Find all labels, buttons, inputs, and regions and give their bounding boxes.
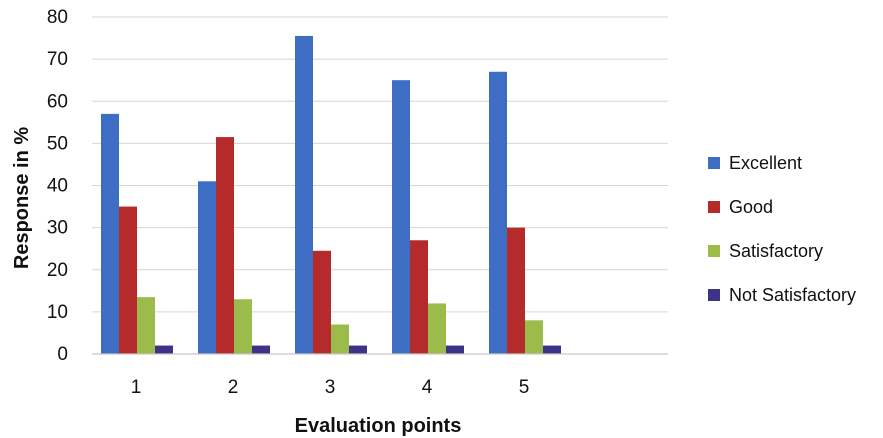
- legend-swatch-excellent: [708, 157, 720, 169]
- bar-satisfactory-2: [234, 299, 252, 354]
- bar-good-5: [507, 227, 525, 354]
- bar-excellent-5: [489, 71, 507, 354]
- legend-label: Satisfactory: [729, 241, 823, 261]
- gridlines: [92, 16, 668, 313]
- bar-satisfactory-4: [428, 303, 446, 354]
- bar-excellent-1: [101, 113, 119, 354]
- legend-label: Not Satisfactory: [729, 285, 856, 305]
- legend-swatch-not-satisfactory: [708, 289, 720, 301]
- y-tick-label: 70: [47, 49, 68, 70]
- x-tick-label: 3: [325, 377, 336, 398]
- x-tick-label: 4: [422, 377, 433, 398]
- legend: Excellent Good Satisfactory Not Satisfactor…: [708, 153, 856, 305]
- bar-satisfactory-5: [525, 320, 543, 354]
- x-axis-title: Evaluation points: [295, 415, 462, 437]
- bar-satisfactory-3: [331, 324, 349, 354]
- bar-excellent-3: [295, 35, 313, 355]
- y-tick-label: 20: [47, 260, 68, 281]
- bar-good-3: [313, 250, 331, 354]
- bars: [101, 35, 561, 355]
- y-tick-label: 50: [47, 133, 68, 154]
- y-tick-label: 40: [47, 176, 68, 197]
- legend-swatch-satisfactory: [708, 245, 720, 257]
- bar-excellent-2: [198, 181, 216, 354]
- bar-not-satisfactory-2: [252, 345, 270, 354]
- y-axis-title: Response in %: [11, 127, 33, 269]
- bar-excellent-4: [392, 80, 410, 354]
- bar-not-satisfactory-1: [155, 345, 173, 354]
- bar-not-satisfactory-4: [446, 345, 464, 354]
- y-tick-labels: 0 10 20 30 40 50 60 70 80: [47, 7, 68, 365]
- y-tick-label: 0: [57, 344, 68, 365]
- y-tick-label: 80: [47, 7, 68, 28]
- y-tick-label: 60: [47, 91, 68, 112]
- x-tick-label: 5: [519, 377, 530, 398]
- legend-label: Excellent: [729, 153, 802, 173]
- legend-label: Good: [729, 197, 773, 217]
- x-tick-label: 1: [131, 377, 142, 398]
- x-tick-label: 2: [228, 377, 239, 398]
- bar-not-satisfactory-3: [349, 345, 367, 354]
- bar-satisfactory-1: [137, 297, 155, 354]
- y-tick-label: 10: [47, 302, 68, 323]
- bar-not-satisfactory-5: [543, 345, 561, 354]
- bar-good-4: [410, 240, 428, 354]
- x-tick-labels: 1 2 3 4 5: [131, 377, 530, 398]
- bar-good-2: [216, 137, 234, 354]
- bar-good-1: [119, 206, 137, 354]
- y-tick-label: 30: [47, 218, 68, 239]
- legend-swatch-good: [708, 201, 720, 213]
